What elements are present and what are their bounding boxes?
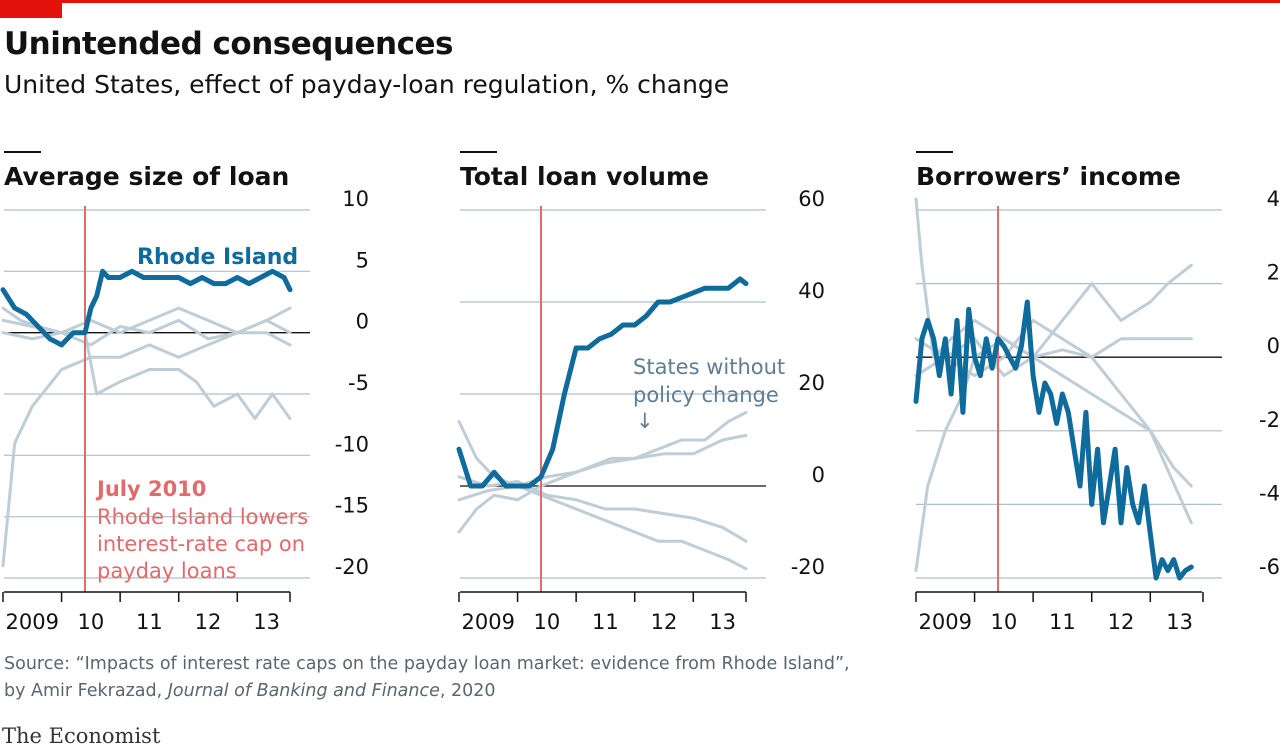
y-tick-label: 5: [356, 248, 369, 272]
panel-average-loan-size: Average size of loan 10 5 0 -5 -10 -15 -20 200…: [0, 151, 369, 634]
event-annotation-title: July 2010: [95, 477, 206, 501]
y-tick-label: 2: [1267, 261, 1280, 285]
others-annotation-line: States without: [633, 355, 785, 379]
others-annotation-line: policy change: [633, 383, 779, 407]
other-state-line: [457, 410, 748, 534]
y-tick-label: 0: [1267, 334, 1280, 358]
x-tick-label: 13: [709, 610, 736, 634]
chart-title: Unintended consequences: [4, 26, 453, 62]
chart-subtitle: United States, effect of payday-loan reg…: [4, 70, 730, 99]
y-tick-label: 0: [812, 463, 825, 487]
x-tick-label: 12: [1108, 610, 1135, 634]
y-tick-label: -5: [348, 371, 369, 395]
y-tick-label: 20: [798, 371, 825, 395]
x-axis: 2009 10 11 12 13: [915, 591, 1204, 634]
other-state-line: [1, 306, 292, 347]
source-line-2: by Amir Fekrazad, Journal of Banking and…: [4, 678, 850, 705]
publisher-logo: The Economist: [2, 724, 161, 748]
y-tick-label: -2: [1259, 408, 1280, 432]
event-annotation-line: Rhode Island lowers: [97, 505, 308, 529]
other-state-line: [1, 306, 292, 347]
y-tick-label: -20: [791, 555, 825, 579]
y-tick-label: -10: [335, 432, 369, 456]
x-tick-label: 10: [77, 610, 104, 634]
y-tick-label: -4: [1259, 481, 1280, 505]
other-state-line: [457, 433, 748, 502]
rhode-island-series: [913, 299, 1194, 581]
x-tick-label: 10: [990, 610, 1017, 634]
source-journal: Journal of Banking and Finance: [167, 681, 440, 701]
x-axis: 2009 10 11 12 13: [458, 591, 747, 634]
brand-top-rule: [0, 0, 1280, 3]
other-states-lines: [457, 410, 748, 571]
x-tick-label: 11: [592, 610, 619, 634]
panel-total-loan-volume: Total loan volume 60 40 20 0 -20 2009 10 11 12 1…: [456, 151, 825, 634]
x-tick-label: 12: [195, 610, 222, 634]
y-tick-label: -15: [335, 494, 369, 518]
x-tick-label: 10: [533, 610, 560, 634]
x-tick-label: 13: [253, 610, 280, 634]
y-tick-label: 40: [798, 279, 825, 303]
x-tick-label: 12: [651, 610, 678, 634]
panel-title: Total loan volume: [460, 162, 709, 191]
other-state-line: [1, 306, 292, 420]
source-year: , 2020: [439, 681, 496, 701]
source-note: Source: “Impacts of interest rate caps o…: [4, 651, 850, 705]
x-tick-label: 11: [136, 610, 163, 634]
other-state-line: [457, 420, 748, 571]
rhode-island-line: [0, 268, 293, 348]
y-tick-label: -20: [335, 555, 369, 579]
x-tick-label: 11: [1049, 610, 1076, 634]
source-author: by Amir Fekrazad,: [4, 681, 168, 701]
rhode-island-line: [913, 299, 1194, 581]
event-annotation-line: payday loans: [97, 559, 237, 583]
y-tick-label: -6: [1259, 555, 1280, 579]
y-tick-label: 4: [1267, 187, 1280, 211]
rhode-island-label: Rhode Island: [137, 245, 298, 270]
y-tick-label: 60: [798, 187, 825, 211]
x-tick-label: 2009: [6, 610, 59, 634]
brand-red-tag: [0, 0, 62, 18]
rhode-island-series: [456, 276, 749, 489]
source-line: Source: “Impacts of interest rate caps o…: [4, 654, 850, 674]
y-tick-label: 0: [356, 310, 369, 334]
event-annotation-line: interest-rate cap on: [97, 532, 305, 556]
y-axis-labels: 10 5 0 -5 -10 -15 -20: [335, 187, 369, 579]
y-tick-label: 10: [342, 187, 369, 211]
panel-title: Borrowers’ income: [916, 162, 1181, 191]
rhode-island-line: [456, 276, 749, 489]
x-tick-label: 13: [1166, 610, 1193, 634]
y-axis-labels: 60 40 20 0 -20: [791, 187, 825, 579]
other-states-lines: [1, 306, 292, 568]
other-state-line: [457, 475, 748, 543]
rhode-island-series: [0, 268, 293, 348]
x-tick-label: 2009: [919, 610, 972, 634]
y-axis-labels: 4 2 0 -2 -4 -6: [1259, 187, 1280, 579]
panel-title: Average size of loan: [4, 162, 289, 191]
x-axis: 2009 10 11 12 13: [2, 591, 291, 634]
panel-borrowers-income: Borrowers’ income 4 2 0 -2 -4 -6 2009 10 11 12 13: [913, 151, 1280, 634]
x-tick-label: 2009: [462, 610, 515, 634]
down-arrow-icon: ↓: [636, 409, 654, 433]
